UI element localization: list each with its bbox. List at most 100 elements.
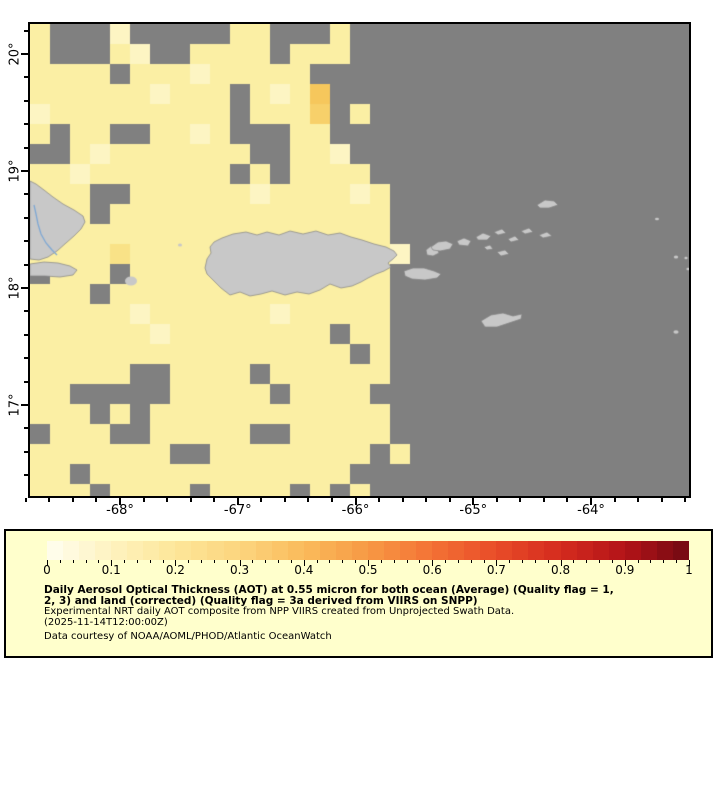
colorbar-major-tick [239, 560, 241, 566]
colorbar-tick-label: 1 [685, 563, 693, 577]
colorbar-minor-tick [355, 560, 357, 563]
colorbar-minor-tick [393, 560, 395, 563]
colorbar-minor-tick [98, 560, 100, 563]
lon-minor-tick [95, 498, 98, 502]
colorbar-tick-label: 0.6 [422, 563, 442, 577]
lon-minor-tick [307, 498, 310, 502]
colorbar-minor-tick [611, 560, 613, 563]
colorbar-step [191, 541, 208, 560]
colorbar-step [448, 541, 465, 560]
colorbar-minor-tick [342, 560, 344, 563]
lon-minor-tick [542, 498, 545, 502]
colorbar-minor-tick [534, 560, 536, 563]
colorbar-minor-tick [406, 560, 408, 563]
lat-minor-tick [24, 450, 28, 453]
colorbar-step [127, 541, 144, 560]
lon-major-tick [236, 498, 239, 505]
legend-title-line-2: 2, 3) and land (corrected) (Quality flag… [44, 595, 478, 607]
colorbar-minor-tick [149, 560, 151, 563]
colorbar-step [656, 541, 673, 560]
colorbar-step [223, 541, 240, 560]
lon-minor-tick [71, 498, 74, 502]
colorbar-step [143, 541, 160, 560]
colorbar-minor-tick [573, 560, 575, 563]
colorbar-step [175, 541, 192, 560]
colorbar-tick-label: 0.4 [294, 563, 314, 577]
colorbar-minor-tick [483, 560, 485, 563]
colorbar-step [383, 541, 401, 560]
lat-axis-label: 18° [7, 276, 23, 300]
colorbar-minor-tick [213, 560, 215, 563]
colorbar-step [255, 541, 272, 560]
lon-minor-tick [425, 498, 428, 502]
legend-subtitle-line: Experimental NRT daily AOT composite fro… [44, 606, 515, 617]
colorbar-minor-tick [676, 560, 678, 563]
colorbar-minor-tick [586, 560, 588, 563]
colorbar-minor-tick [85, 560, 87, 563]
colorbar-major-tick [560, 560, 562, 566]
colorbar-step [432, 541, 449, 560]
colorbar-tick-label: 0.2 [165, 563, 185, 577]
colorbar-step [640, 541, 657, 560]
colorbar-minor-tick [547, 560, 549, 563]
lat-major-tick [21, 404, 28, 406]
lon-minor-tick [684, 498, 687, 502]
colorbar-step [159, 541, 176, 560]
colorbar-step [351, 541, 368, 560]
lat-minor-tick [24, 216, 28, 219]
colorbar-step [111, 541, 128, 560]
colorbar-step [512, 541, 529, 560]
colorbar-tick-label: 0 [43, 563, 51, 577]
colorbar-step [207, 541, 224, 560]
lat-major-tick [21, 170, 28, 172]
colorbar-minor-tick [457, 560, 459, 563]
colorbar-step [544, 541, 561, 560]
lon-minor-tick [166, 498, 169, 502]
map-frame [28, 22, 691, 498]
colorbar-minor-tick [124, 560, 126, 563]
colorbar-minor-tick [599, 560, 601, 563]
colorbar-major-tick [432, 560, 434, 566]
colorbar-step [95, 541, 112, 560]
lat-minor-tick [24, 240, 28, 243]
colorbar-minor-tick [162, 560, 164, 563]
colorbar-tick-label: 0.3 [230, 563, 250, 577]
colorbar-minor-tick [72, 560, 74, 563]
colorbar-minor-tick [201, 560, 203, 563]
lon-minor-tick [213, 498, 216, 502]
colorbar-minor-tick [509, 560, 511, 563]
lon-minor-tick [260, 498, 263, 502]
lon-minor-tick [283, 498, 286, 502]
lat-major-tick [21, 53, 28, 55]
colorbar-major-tick [47, 560, 48, 566]
lat-minor-tick [24, 380, 28, 383]
colorbar-step [400, 541, 417, 560]
lat-minor-tick [24, 76, 28, 79]
lon-minor-tick [566, 498, 569, 502]
colorbar-tick-label: 0.7 [486, 563, 506, 577]
colorbar-step [496, 541, 513, 560]
lon-major-tick [354, 498, 357, 505]
lat-minor-tick [24, 29, 28, 32]
lat-minor-tick [24, 357, 28, 360]
legend-title-line-1: Daily Aerosol Optical Thickness (AOT) at… [44, 584, 614, 596]
colorbar-step [239, 541, 256, 560]
colorbar-minor-tick [59, 560, 61, 563]
lon-minor-tick [495, 498, 498, 502]
colorbar-minor-tick [290, 560, 292, 563]
colorbar-step [335, 541, 352, 560]
colorbar-minor-tick [278, 560, 280, 563]
lat-axis-label: 19° [7, 159, 23, 183]
colorbar-step [79, 541, 96, 560]
lat-minor-tick [24, 310, 28, 313]
legend-box: 0 0.1 0.2 0.3 0.4 0.5 0.6 0.7 0.8 0.9 1 Daily Aero… [4, 529, 713, 658]
legend-credit: Data courtesy of NOAA/AOML/PHOD/Atlantic… [44, 631, 332, 642]
lon-axis-label: -65° [459, 503, 488, 518]
lon-minor-tick [330, 498, 333, 502]
colorbar-minor-tick [252, 560, 254, 563]
colorbar-step [528, 541, 545, 560]
colorbar-tick-label: 0.9 [615, 563, 635, 577]
colorbar-minor-tick [419, 560, 421, 563]
colorbar-step [624, 541, 641, 560]
